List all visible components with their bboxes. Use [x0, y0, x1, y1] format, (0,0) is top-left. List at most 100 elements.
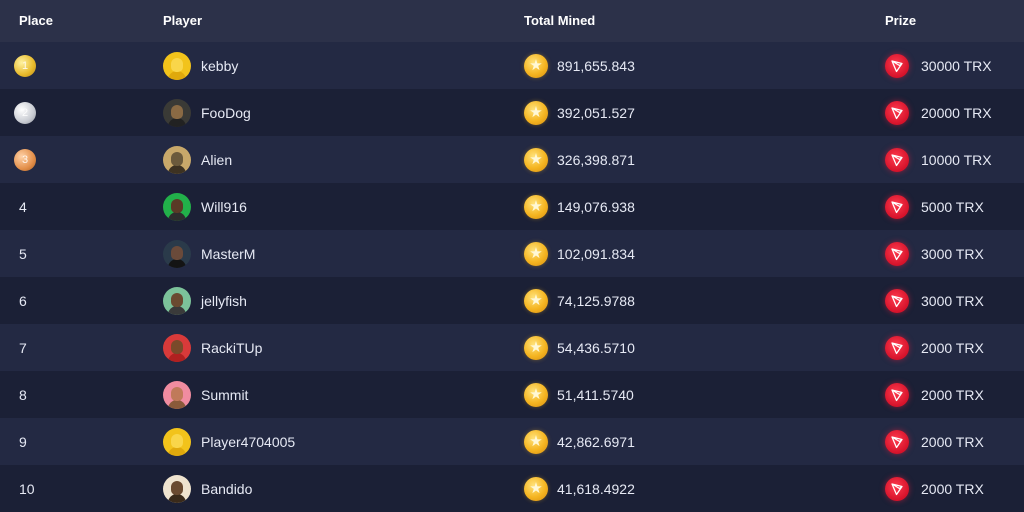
- place-number: 10: [19, 480, 35, 497]
- avatar: [163, 192, 191, 221]
- header-prize: Prize: [885, 13, 917, 28]
- table-row: 4 Will916 ★ 149,076.938 5000 TRX: [0, 183, 1024, 230]
- player-cell[interactable]: MasterM: [163, 239, 256, 268]
- player-name[interactable]: jellyfish: [201, 292, 247, 309]
- trx-icon: [885, 429, 909, 454]
- coin-icon: ★: [524, 100, 548, 125]
- coin-icon: ★: [524, 476, 548, 501]
- table-row: 3 Alien ★ 326,398.871 10000 TRX: [0, 136, 1024, 183]
- trx-icon: [885, 53, 909, 78]
- total-mined-cell: ★ 51,411.5740: [524, 382, 634, 407]
- total-mined-cell: ★ 74,125.9788: [524, 288, 635, 313]
- bronze-medal-icon: 3: [14, 148, 36, 171]
- player-cell[interactable]: jellyfish: [163, 286, 247, 315]
- prize-cell: 20000 TRX: [885, 100, 992, 125]
- header-place: Place: [19, 13, 53, 28]
- place-cell: 3: [14, 148, 36, 171]
- trx-icon: [885, 100, 909, 125]
- avatar: [163, 427, 191, 456]
- table-row: 7 RackiTUp ★ 54,436.5710 2000 TRX: [0, 324, 1024, 371]
- place-cell: 5: [19, 246, 27, 262]
- prize-value: 30000 TRX: [921, 57, 992, 74]
- player-cell[interactable]: kebby: [163, 51, 239, 80]
- gold-medal-icon: 1: [14, 54, 36, 77]
- prize-cell: 5000 TRX: [885, 194, 984, 219]
- prize-cell: 3000 TRX: [885, 241, 984, 266]
- total-mined-cell: ★ 41,618.4922: [524, 476, 635, 501]
- prize-value: 3000 TRX: [921, 292, 984, 309]
- prize-value: 20000 TRX: [921, 104, 992, 121]
- player-name[interactable]: kebby: [201, 57, 239, 74]
- trx-icon: [885, 335, 909, 360]
- prize-cell: 30000 TRX: [885, 53, 992, 78]
- total-mined-value: 102,091.834: [557, 245, 635, 262]
- total-mined-value: 891,655.843: [557, 57, 635, 74]
- place-number: 4: [19, 198, 27, 215]
- trx-icon: [885, 476, 909, 501]
- table-row: 1 kebby ★ 891,655.843 30000 TRX: [0, 42, 1024, 89]
- total-mined-cell: ★ 149,076.938: [524, 194, 635, 219]
- coin-icon: ★: [524, 194, 548, 219]
- silver-medal-icon: 2: [14, 101, 36, 124]
- total-mined-cell: ★ 42,862.6971: [524, 429, 635, 454]
- total-mined-cell: ★ 102,091.834: [524, 241, 635, 266]
- player-name[interactable]: MasterM: [201, 245, 256, 262]
- place-number: 6: [19, 292, 27, 309]
- table-row: 6 jellyfish ★ 74,125.9788 3000 TRX: [0, 277, 1024, 324]
- prize-cell: 2000 TRX: [885, 382, 984, 407]
- player-cell[interactable]: Will916: [163, 192, 247, 221]
- table-body: 1 kebby ★ 891,655.843 30000 TRX 2 FooDog ★ 392,0…: [0, 42, 1024, 512]
- player-name[interactable]: Alien: [201, 151, 233, 168]
- total-mined-value: 42,862.6971: [557, 433, 635, 450]
- player-cell[interactable]: Bandido: [163, 474, 253, 503]
- place-cell: 10: [19, 481, 35, 497]
- place-cell: 9: [19, 434, 27, 450]
- place-cell: 2: [14, 101, 36, 124]
- table-row: 9 Player4704005 ★ 42,862.6971 2000 TRX: [0, 418, 1024, 465]
- coin-icon: ★: [524, 241, 548, 266]
- total-mined-cell: ★ 54,436.5710: [524, 335, 635, 360]
- place-cell: 7: [19, 340, 27, 356]
- avatar: [163, 98, 191, 127]
- avatar: [163, 286, 191, 315]
- prize-cell: 10000 TRX: [885, 147, 992, 172]
- player-name[interactable]: Player4704005: [201, 433, 296, 450]
- header-player: Player: [163, 13, 203, 28]
- header-total-mined: Total Mined: [524, 13, 596, 28]
- player-name[interactable]: FooDog: [201, 104, 251, 121]
- player-cell[interactable]: Summit: [163, 380, 249, 409]
- prize-value: 2000 TRX: [921, 339, 984, 356]
- prize-cell: 2000 TRX: [885, 335, 984, 360]
- avatar: [163, 145, 191, 174]
- place-cell: 1: [14, 54, 36, 77]
- player-name[interactable]: Will916: [201, 198, 247, 215]
- avatar: [163, 333, 191, 362]
- prize-value: 10000 TRX: [921, 151, 992, 168]
- player-cell[interactable]: Player4704005: [163, 427, 296, 456]
- total-mined-value: 74,125.9788: [557, 292, 635, 309]
- total-mined-cell: ★ 891,655.843: [524, 53, 635, 78]
- player-name[interactable]: RackiTUp: [201, 339, 263, 356]
- coin-icon: ★: [524, 429, 548, 454]
- total-mined-value: 149,076.938: [557, 198, 635, 215]
- table-row: 5 MasterM ★ 102,091.834 3000 TRX: [0, 230, 1024, 277]
- player-cell[interactable]: FooDog: [163, 98, 251, 127]
- coin-icon: ★: [524, 382, 548, 407]
- player-cell[interactable]: RackiTUp: [163, 333, 263, 362]
- trx-icon: [885, 382, 909, 407]
- prize-value: 5000 TRX: [921, 198, 984, 215]
- player-cell[interactable]: Alien: [163, 145, 233, 174]
- prize-value: 2000 TRX: [921, 386, 984, 403]
- prize-value: 2000 TRX: [921, 480, 984, 497]
- coin-icon: ★: [524, 288, 548, 313]
- total-mined-value: 326,398.871: [557, 151, 635, 168]
- coin-icon: ★: [524, 53, 548, 78]
- table-header: Place Player Total Mined Prize: [0, 0, 1024, 42]
- player-name[interactable]: Summit: [201, 386, 249, 403]
- trx-icon: [885, 147, 909, 172]
- table-row: 2 FooDog ★ 392,051.527 20000 TRX: [0, 89, 1024, 136]
- player-name[interactable]: Bandido: [201, 480, 253, 497]
- prize-value: 3000 TRX: [921, 245, 984, 262]
- place-cell: 4: [19, 199, 27, 215]
- coin-icon: ★: [524, 335, 548, 360]
